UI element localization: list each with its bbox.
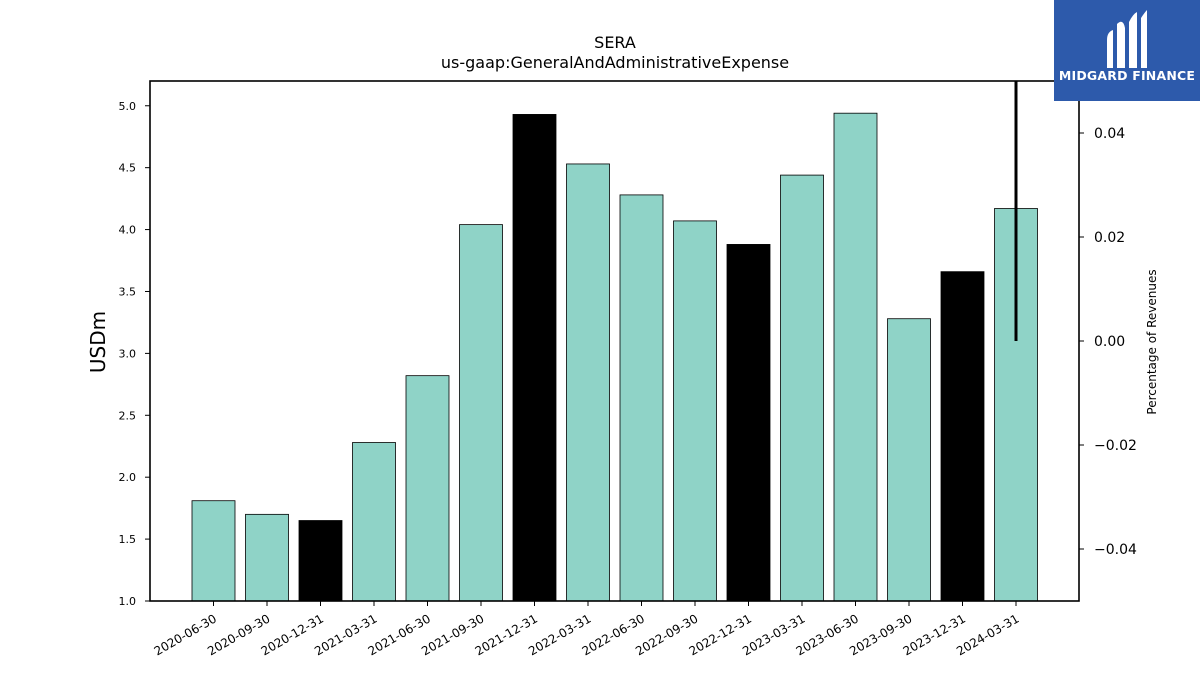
bar-2021-03-31 [352,442,396,602]
y2-tick-label: 0.02 [1094,230,1125,246]
y-tick-label: 1.0 [119,595,137,608]
bar-2022-03-31 [566,163,610,602]
y2-ticks-layer: 0.04 0.02 0.00 −0.02 −0.04 [1079,126,1137,558]
y-tick-label: 4.0 [119,224,137,237]
bar-2021-09-30 [459,224,503,602]
bar-2022-06-30 [619,194,664,602]
chart-subtitle: us-gaap:GeneralAndAdministrativeExpense [441,53,789,72]
y-tick-label: 3.0 [119,347,137,360]
midgard-finance-logo: MIDGARD FINANCE [1054,0,1200,101]
y2-tick-label: 0.04 [1094,126,1125,142]
y-tick-label: 1.5 [119,533,137,546]
y2-tick-label: −0.02 [1094,438,1137,454]
plot-frame [149,80,1080,602]
bar-2023-12-31 [940,271,985,602]
bars-layer [191,112,1038,602]
bar-2023-06-30 [833,112,878,602]
y-tick-label: 5.0 [119,100,137,113]
bar-2021-06-30 [405,375,450,602]
y-axis-label: USDm [86,311,110,373]
y-tick-label: 3.5 [119,285,137,298]
bar-2023-09-30 [887,318,931,602]
midgard-m-icon [1107,10,1147,68]
bar-2022-09-30 [673,220,717,602]
y2-axis-label: Percentage of Revenues [1145,269,1159,414]
y-ticks-layer: 1.0 1.5 2.0 2.5 3.0 3.5 4.0 4.5 5.0 [119,100,150,608]
logo-text: MIDGARD FINANCE [1058,68,1196,83]
bar-2020-06-30 [191,500,236,602]
y2-tick-label: 0.00 [1094,334,1125,350]
y-tick-label: 2.5 [119,409,137,422]
x-ticks-layer: 2020-06-302020-09-302020-12-312021-03-31… [152,601,1022,658]
bar-2023-03-31 [780,174,824,602]
bar-2020-09-30 [245,513,289,602]
y-tick-label: 4.5 [119,162,137,175]
chart-title: SERA [594,33,636,52]
y-tick-label: 2.0 [119,471,137,484]
y2-tick-label: −0.04 [1094,542,1137,558]
bar-2020-12-31 [298,520,343,602]
bar-2022-12-31 [726,244,771,602]
bar-2021-12-31 [512,114,557,602]
